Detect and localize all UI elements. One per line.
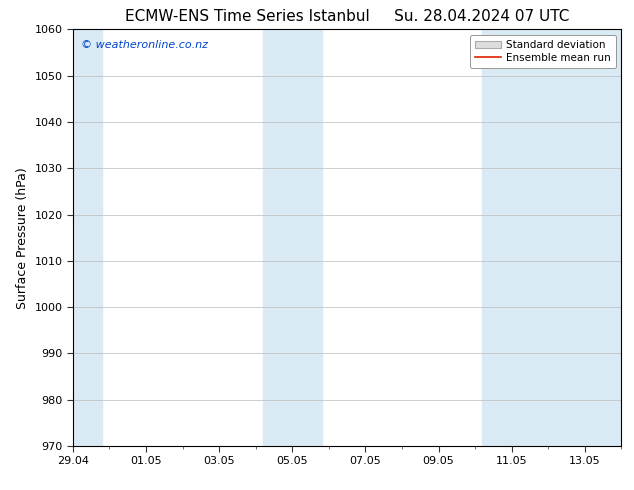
- Bar: [482, 29, 621, 446]
- Bar: [73, 29, 102, 446]
- Text: © weatheronline.co.nz: © weatheronline.co.nz: [81, 40, 208, 50]
- Bar: [263, 29, 321, 446]
- Y-axis label: Surface Pressure (hPa): Surface Pressure (hPa): [16, 167, 29, 309]
- Legend: Standard deviation, Ensemble mean run: Standard deviation, Ensemble mean run: [470, 35, 616, 68]
- Title: ECMW-ENS Time Series Istanbul     Su. 28.04.2024 07 UTC: ECMW-ENS Time Series Istanbul Su. 28.04.…: [125, 9, 569, 24]
